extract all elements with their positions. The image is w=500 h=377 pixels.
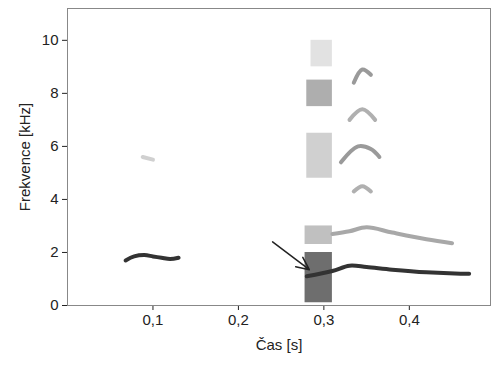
svg-text:Frekvence [kHz]: Frekvence [kHz] xyxy=(16,103,33,211)
svg-text:2: 2 xyxy=(50,243,58,260)
svg-text:0,4: 0,4 xyxy=(399,311,420,328)
svg-text:0: 0 xyxy=(50,296,58,313)
svg-text:8: 8 xyxy=(50,84,58,101)
svg-text:4: 4 xyxy=(50,190,58,207)
svg-text:0,1: 0,1 xyxy=(143,311,164,328)
svg-text:0,3: 0,3 xyxy=(313,311,334,328)
svg-text:Čas [s]: Čas [s] xyxy=(256,336,303,353)
svg-text:0,2: 0,2 xyxy=(228,311,249,328)
svg-text:6: 6 xyxy=(50,137,58,154)
svg-text:10: 10 xyxy=(42,31,59,48)
